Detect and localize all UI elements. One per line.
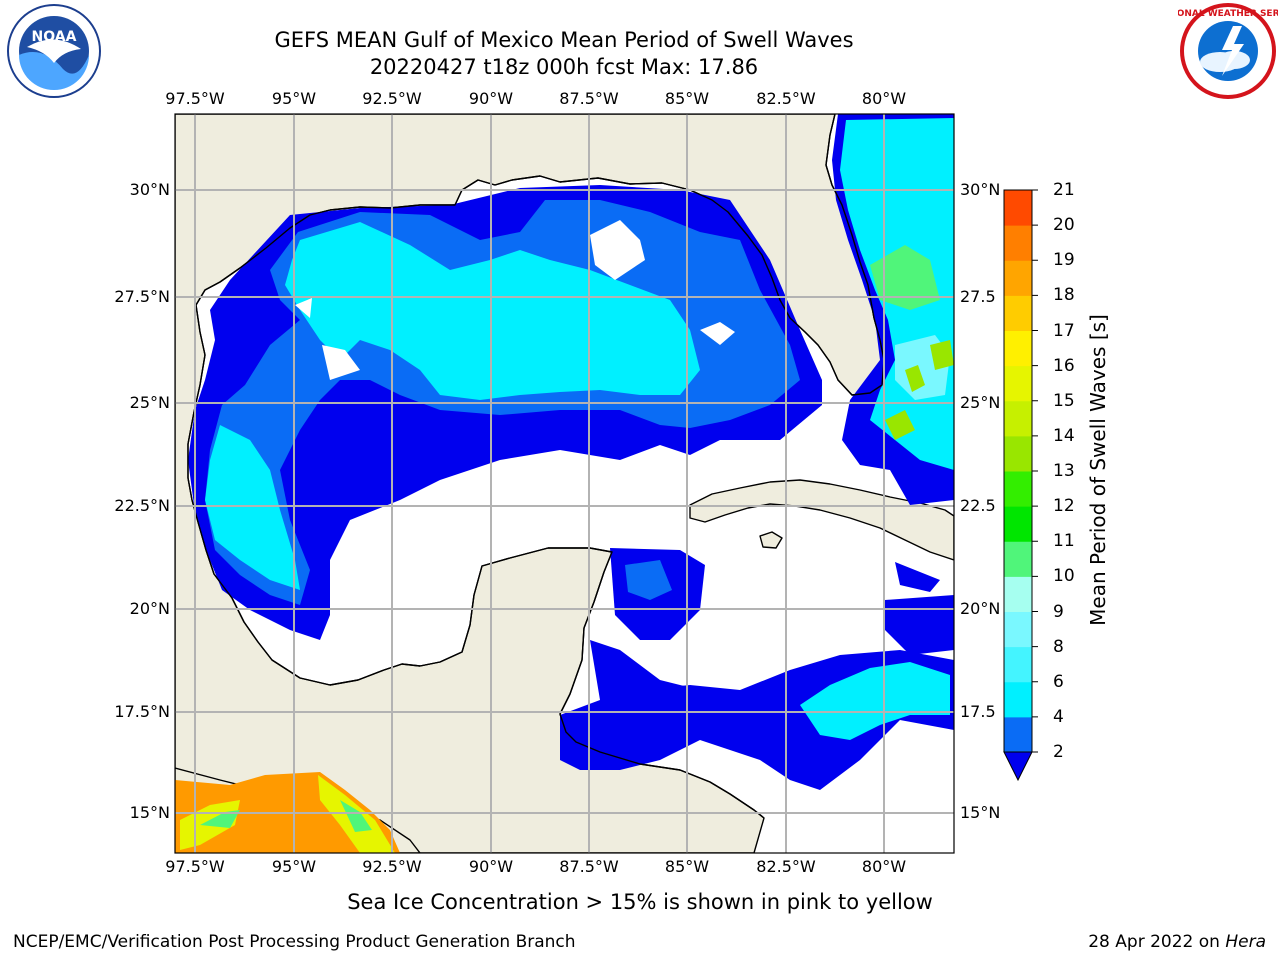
- colorbar-segment: [1004, 365, 1032, 402]
- colorbar-title: Mean Period of Swell Waves [s]: [1086, 314, 1110, 626]
- lon-label-bot: 95°W: [271, 857, 317, 876]
- lat-label-left: 15°N: [129, 803, 170, 822]
- lon-label-top: 85°W: [664, 89, 710, 108]
- footer-credit: NCEP/EMC/Verification Post Processing Pr…: [13, 932, 576, 952]
- lat-label-right: 20°N: [960, 599, 1001, 618]
- colorbar-tick-label: 16: [1053, 355, 1075, 376]
- colorbar-segment: [1004, 716, 1032, 753]
- colorbar-segment: [1004, 295, 1032, 331]
- colorbar-tick-label: 13: [1053, 461, 1075, 481]
- colorbar-extend-arrow: [1003, 751, 1033, 782]
- lon-label-top: 92.5°W: [362, 89, 422, 108]
- lat-label-right: 22.5: [960, 496, 996, 515]
- lon-label-top: 87.5°W: [559, 89, 619, 108]
- colorbar-segment: [1004, 190, 1032, 226]
- colorbar-tick-label: 17: [1053, 320, 1075, 341]
- lat-label-right: 15°N: [960, 803, 1001, 822]
- colorbar-segment: [1004, 506, 1032, 542]
- footer-date: 28 Apr 2022 on Hera: [1088, 932, 1266, 952]
- colorbar-segment: [1004, 646, 1032, 683]
- colorbar-segment: [1004, 400, 1032, 437]
- colorbar-tick-label: 19: [1053, 250, 1075, 271]
- colorbar-segment: [1004, 681, 1032, 718]
- colorbar-tick-label: 4: [1053, 706, 1064, 727]
- footer-date-prefix: 28 Apr 2022 on: [1088, 932, 1226, 952]
- lat-label-right: 25°N: [960, 393, 1001, 412]
- colorbar-segment: [1004, 435, 1032, 472]
- lat-label-left: 17.5°N: [114, 702, 170, 721]
- colorbar-tick-label: 21: [1053, 180, 1075, 200]
- lat-label-left: 22.5°N: [114, 496, 170, 515]
- map-frame: [174, 113, 955, 854]
- colorbar-tick-label: 2: [1053, 742, 1064, 762]
- colorbar-tick-label: 15: [1053, 390, 1075, 411]
- lon-label-top: 97.5°W: [165, 89, 225, 108]
- coastline: [187, 114, 885, 819]
- colorbar-tick-label: 6: [1053, 671, 1064, 692]
- lon-label-top: 90°W: [468, 89, 514, 108]
- noaa-logo: NOAA: [7, 4, 101, 98]
- lon-label-bot: 87.5°W: [559, 857, 619, 876]
- colorbar: [1003, 189, 1038, 782]
- lon-label-top: 82.5°W: [756, 89, 816, 108]
- lat-label-left: 27.5°N: [114, 287, 170, 306]
- colorbar-segment: [1004, 471, 1032, 507]
- nws-logo: NATIONAL WEATHER SERVICE: [1178, 3, 1278, 99]
- colorbar-tick-label: 10: [1053, 566, 1075, 587]
- nws-logo-text: NATIONAL WEATHER SERVICE: [1178, 9, 1278, 19]
- lat-label-left: 20°N: [129, 599, 170, 618]
- colorbar-segment: [1004, 611, 1032, 648]
- colorbar-tick-label: 9: [1053, 601, 1064, 622]
- lat-label-right: 30°N: [960, 180, 1001, 199]
- lon-label-bot: 97.5°W: [165, 857, 225, 876]
- noaa-logo-text: NOAA: [32, 29, 77, 45]
- colorbar-tick-label: 20: [1053, 215, 1075, 236]
- lat-label-left: 25°N: [129, 393, 170, 412]
- lon-label-top: 95°W: [271, 89, 317, 108]
- graticule: [175, 114, 954, 853]
- sea-ice-note: Sea Ice Concentration > 15% is shown in …: [347, 890, 933, 914]
- lon-label-bot: 85°W: [664, 857, 710, 876]
- lon-label-bot: 90°W: [468, 857, 514, 876]
- chart-subtitle: 20220427 t18z 000h fcst Max: 17.86: [369, 55, 759, 79]
- colorbar-tick-label: 18: [1053, 285, 1075, 306]
- colorbar-tick-label: 8: [1053, 636, 1064, 657]
- colorbar-tick-label: 14: [1053, 425, 1075, 446]
- colorbar-tick-label: 11: [1053, 531, 1075, 552]
- lat-label-right: 17.5: [960, 702, 996, 721]
- lat-label-left: 30°N: [129, 180, 170, 199]
- footer-host: Hera: [1225, 932, 1266, 952]
- lon-label-top: 80°W: [861, 89, 907, 108]
- colorbar-segment: [1004, 260, 1032, 296]
- lon-label-bot: 80°W: [861, 857, 907, 876]
- colorbar-segment: [1004, 541, 1032, 577]
- colorbar-segment: [1004, 225, 1032, 261]
- colorbar-segment: [1004, 330, 1032, 367]
- colorbar-tick-label: 12: [1053, 496, 1075, 517]
- lon-label-bot: 82.5°W: [756, 857, 816, 876]
- chart-title: GEFS MEAN Gulf of Mexico Mean Period of …: [274, 28, 854, 52]
- lat-label-right: 27.5: [960, 287, 996, 306]
- lon-label-bot: 92.5°W: [362, 857, 422, 876]
- colorbar-segment: [1004, 576, 1032, 612]
